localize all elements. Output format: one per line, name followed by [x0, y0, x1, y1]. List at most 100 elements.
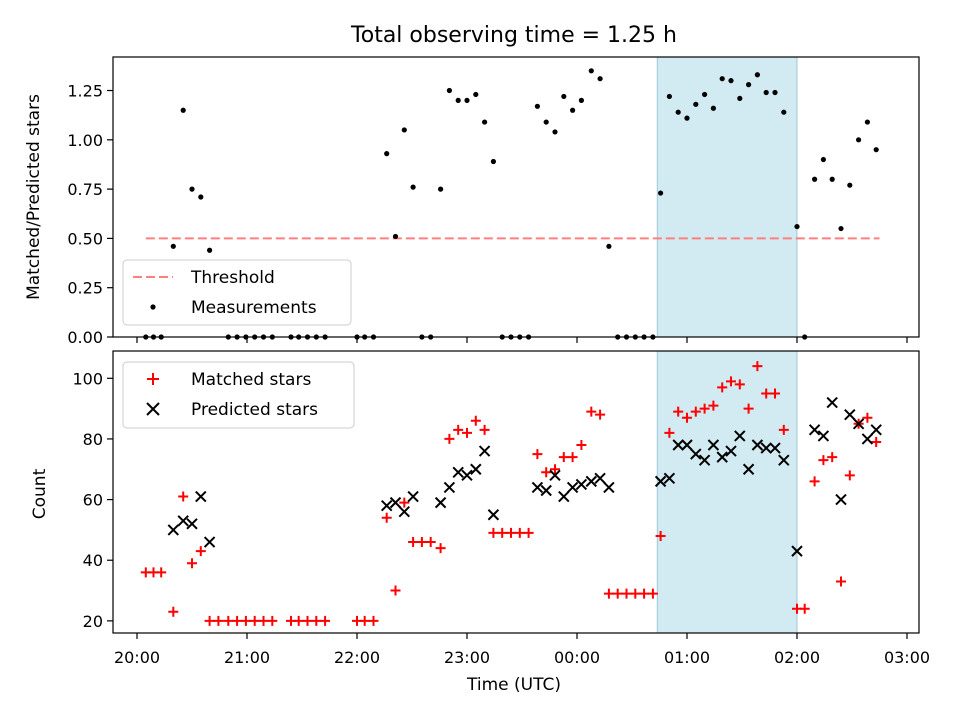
matched-star-point — [818, 455, 829, 466]
predicted-star-point — [698, 454, 711, 466]
matched-star-point — [612, 588, 623, 599]
matched-star-point — [462, 427, 472, 438]
matched-star-point — [586, 406, 597, 417]
bottom-x-ticks: 20:00 21:00 22:00 23:00 00:00 01:00 02:00 03:00 — [114, 633, 930, 667]
measurement-point — [392, 233, 399, 240]
measurement-point — [606, 243, 612, 249]
predicted-star-point — [769, 442, 781, 454]
bottom-axes-frame — [112, 350, 920, 634]
matched-star-point — [204, 615, 215, 626]
predicted-star-point — [452, 466, 464, 478]
top-y-ticks: 0.00 0.25 0.50 0.75 1.00 1.25 — [67, 82, 113, 347]
matched-star-point — [293, 615, 304, 626]
legend-measurements-label: Measurements — [191, 298, 317, 318]
matched-star-point — [470, 415, 481, 426]
matched-star-point — [223, 615, 234, 626]
measurement-point — [763, 89, 769, 96]
matched-star-point — [381, 512, 392, 523]
matched-star-point — [479, 424, 490, 435]
predicted-star-point — [470, 463, 482, 475]
matched-star-point — [435, 543, 446, 554]
legend-matched-marker — [147, 373, 159, 385]
predicted-star-point — [654, 475, 667, 488]
matched-star-point — [187, 558, 197, 569]
predicted-star-point — [434, 496, 447, 509]
measurement-point — [570, 107, 576, 113]
matched-star-point — [690, 406, 701, 417]
predicted-star-point — [672, 439, 684, 451]
matched-star-point — [541, 467, 552, 478]
measurement-point — [473, 91, 479, 98]
measurement-point — [873, 147, 879, 153]
predicted-star-point — [603, 481, 615, 494]
matched-star-point — [567, 452, 578, 463]
measurement-point — [561, 93, 567, 100]
matched-star-point — [302, 615, 313, 626]
predicted-star-point — [407, 490, 419, 503]
matched-star-point — [416, 537, 427, 548]
predicted-star-point — [461, 469, 473, 482]
top-ytick-label: 0.50 — [67, 229, 103, 248]
predicted-star-point — [203, 536, 216, 548]
top-panel: 0.00 0.25 0.50 0.75 1.00 1.25 Matched/Predict… — [24, 56, 920, 347]
predicted-star-point — [725, 445, 737, 457]
top-legend-box — [122, 259, 352, 326]
measurement-point — [490, 158, 496, 165]
legend-threshold-label: Threshold — [190, 268, 275, 288]
matched-star-point — [453, 424, 464, 435]
predicted-star-point — [177, 515, 189, 527]
measurement-point — [482, 119, 488, 125]
measurement-point — [534, 103, 541, 109]
predicted-star-point — [380, 499, 393, 512]
matched-star-point — [862, 412, 873, 423]
matched-star-point — [497, 527, 508, 538]
predicted-star-point — [690, 448, 702, 460]
matched-star-point — [630, 588, 641, 599]
xtick-label: 20:00 — [114, 648, 160, 667]
predicted-star-point — [398, 506, 411, 518]
matched-star-point — [168, 606, 179, 617]
measurement-point — [543, 119, 549, 125]
top-ytick-label: 0.00 — [67, 328, 103, 347]
predicted-star-point — [549, 469, 561, 482]
xtick-label: 21:00 — [224, 648, 270, 667]
matched-star-point — [320, 615, 331, 626]
predicted-star-point — [808, 424, 821, 436]
measurement-point — [820, 156, 827, 163]
top-ytick-label: 1.00 — [67, 131, 103, 150]
matched-star-point — [359, 615, 370, 626]
matched-star-point — [603, 588, 614, 599]
observing-window-shade-bottom — [657, 351, 797, 633]
matched-star-point — [770, 388, 780, 399]
measurement-point — [552, 129, 558, 135]
predicted-star-point — [835, 493, 847, 506]
bottom-y-ticks: 20 40 60 80 100 — [72, 369, 113, 631]
measurement-point — [864, 119, 871, 125]
matched-star-point — [368, 615, 379, 626]
measurement-point — [455, 97, 461, 103]
predicted-star-point — [531, 481, 544, 494]
measurement-point — [719, 76, 725, 82]
matched-star-point — [734, 379, 745, 390]
matched-star-point — [213, 615, 224, 626]
measurement-point — [746, 82, 752, 88]
predicted-star-point — [760, 442, 772, 454]
bottom-panel-marks — [140, 351, 882, 633]
matched-star-point — [699, 403, 710, 414]
matched-star-point — [639, 588, 650, 599]
predicted-star-point — [778, 454, 790, 466]
matched-star-point — [655, 530, 666, 541]
matched-star-point — [390, 585, 401, 596]
measurement-point — [781, 109, 787, 115]
xtick-label: 00:00 — [554, 648, 600, 667]
xtick-label: 22:00 — [334, 648, 380, 667]
bottom-legend-box — [122, 361, 355, 429]
matched-star-point — [647, 588, 658, 599]
matched-star-point — [726, 376, 736, 387]
measurement-point — [710, 105, 717, 111]
predicted-star-point — [861, 433, 874, 445]
predicted-star-point — [575, 478, 588, 491]
measurement-point — [198, 194, 204, 200]
matched-star-point — [673, 406, 684, 417]
